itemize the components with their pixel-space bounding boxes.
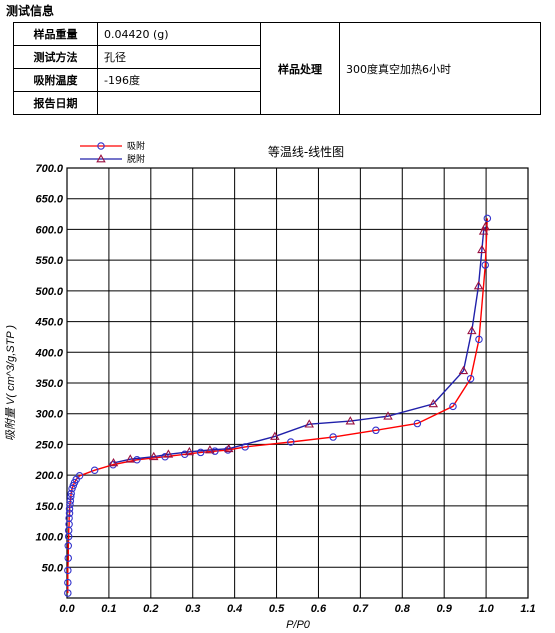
y-axis-label: 吸附量 V( cm^3/g,STP ) — [4, 325, 17, 441]
adsorption-point — [64, 589, 72, 597]
adsorption-point — [133, 456, 141, 464]
desorption-point — [108, 457, 119, 467]
section-title: 测试信息 — [6, 4, 55, 18]
x-tick-label: 1.1 — [520, 603, 535, 615]
desorption-point — [477, 244, 487, 254]
desorption-point — [345, 416, 356, 425]
adsorption-point — [287, 438, 295, 446]
desorption-point — [467, 325, 477, 335]
adsorption-point — [65, 509, 74, 517]
desorption-point — [473, 281, 484, 290]
adsorption-point — [65, 505, 74, 513]
y-tick-label: 450.0 — [34, 317, 63, 329]
y-tick-label: 400.0 — [34, 347, 63, 359]
adsorption-point — [449, 402, 457, 411]
adsorption-point — [466, 374, 475, 383]
adsorption-point — [66, 497, 75, 505]
x-tick-label: 0.8 — [395, 603, 411, 615]
y-tick-label: 300.0 — [35, 409, 63, 421]
adsorption-temp-label: 吸附温度 — [13, 68, 98, 92]
y-tick-label: 50.0 — [42, 562, 64, 574]
y-tick-label: 150.0 — [35, 501, 63, 513]
treatment-value: 300度真空加热6小时 — [339, 22, 541, 115]
desorption-point — [383, 411, 393, 420]
adsorption-point — [475, 335, 483, 344]
adsorption-point — [64, 542, 73, 550]
y-tick-label: 350.0 — [35, 378, 63, 390]
x-tick-label: 0.1 — [101, 603, 116, 615]
x-tick-label: 0.5 — [269, 603, 285, 615]
adsorption-point — [329, 433, 337, 441]
info-table: 样品重量 0.04420 (g) 样品处理 300度真空加热6小时 测试方法 孔… — [13, 22, 541, 115]
x-tick-label: 0.6 — [311, 603, 327, 615]
x-tick-label: 1.0 — [478, 603, 494, 615]
x-axis-label: P/P0 — [286, 619, 311, 631]
adsorption-point — [67, 489, 75, 498]
desorption-point — [478, 226, 489, 235]
adsorption-point — [413, 419, 422, 428]
y-tick-label: 550.0 — [35, 255, 63, 267]
isotherm-chart: 0.0 0.1 0.2 0.3 0.4 0.5 0.6 0.7 0.8 0.9 1.0 1.1 50.0… — [4, 140, 536, 631]
legend-label: 吸附 — [127, 140, 145, 152]
desorption-point — [270, 431, 280, 440]
adsorption-point — [66, 500, 74, 509]
y-tick-label: 100.0 — [35, 532, 63, 544]
sample-weight-value: 0.04420 (g) — [97, 22, 261, 46]
desorption-point — [125, 454, 136, 463]
adsorption-point — [481, 261, 490, 269]
y-tick-label: 200.0 — [34, 470, 63, 482]
y-tick-label: 250.0 — [34, 439, 63, 451]
test-method-value: 孔径 — [97, 45, 261, 69]
desorption-point — [184, 446, 195, 456]
x-tick-label: 0.7 — [353, 603, 369, 615]
desorption-point — [304, 419, 314, 428]
adsorption-point — [372, 426, 380, 435]
legend-marker — [97, 142, 105, 150]
y-tick-label: 700.0 — [35, 163, 63, 175]
adsorption-point — [64, 578, 72, 587]
series-line-adsorption — [67, 218, 488, 594]
desorption-point — [458, 365, 469, 375]
adsorption-point — [483, 214, 492, 223]
y-tick-label: 600.0 — [35, 224, 63, 236]
adsorption-point — [211, 447, 219, 455]
x-tick-label: 0.0 — [59, 603, 75, 615]
legend-marker — [96, 154, 106, 163]
adsorption-point — [90, 466, 99, 474]
report-date-label: 报告日期 — [13, 91, 98, 115]
adsorption-point — [64, 554, 73, 562]
x-tick-label: 0.2 — [143, 603, 158, 615]
legend-label: 脱附 — [127, 153, 145, 165]
x-tick-label: 0.3 — [185, 603, 200, 615]
x-tick-label: 0.4 — [227, 603, 242, 615]
desorption-point — [428, 398, 439, 408]
desorption-point — [149, 451, 159, 461]
desorption-point — [163, 449, 174, 458]
adsorption-point — [67, 492, 75, 501]
adsorption-temp-value: -196度 — [97, 68, 261, 92]
sample-weight-label: 样品重量 — [13, 22, 98, 46]
adsorption-point — [75, 472, 84, 480]
report-date-value — [97, 91, 261, 115]
desorption-point — [205, 445, 215, 454]
test-method-label: 测试方法 — [13, 45, 98, 69]
adsorption-point — [64, 566, 72, 575]
treatment-label: 样品处理 — [260, 22, 340, 115]
y-tick-label: 650.0 — [35, 194, 63, 206]
chart-title: 等温线-线性图 — [268, 145, 344, 159]
adsorption-point — [196, 448, 205, 457]
x-tick-label: 0.9 — [437, 603, 453, 615]
adsorption-point — [65, 514, 73, 522]
y-tick-label: 500.0 — [35, 286, 63, 298]
desorption-point — [224, 443, 234, 453]
